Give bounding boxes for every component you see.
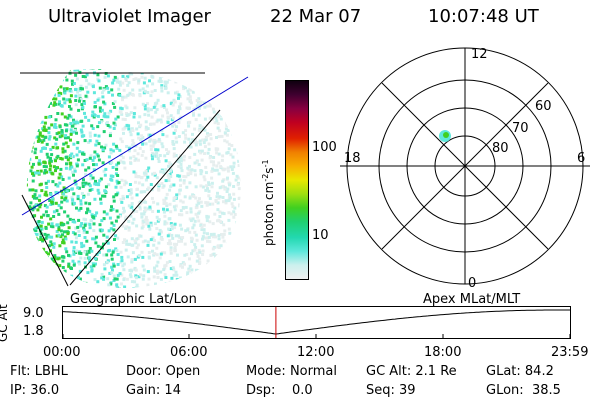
colorbar-unit-label: photon cm-2s-1: [261, 159, 276, 246]
terminator-line-left: [21, 194, 69, 287]
status-door: Door: Open: [126, 364, 201, 379]
status-gc-alt: GC Alt: 2.1 Re: [366, 364, 457, 379]
timeline-x-tick-0600: 06:00: [170, 345, 208, 360]
lat-label-80: 80: [492, 141, 509, 156]
timeline-y-label: GC Alt: [0, 304, 10, 342]
timeline-y-tick-bottom: 1.8: [23, 324, 44, 339]
timeline-x-tick-0000: 00:00: [43, 345, 81, 360]
blue-track-line: [21, 76, 249, 216]
mlt-label-12: 12: [471, 47, 488, 62]
timeline-x-tick-2359: 23:59: [551, 345, 589, 360]
timeline-right-title: Apex MLat/MLT: [423, 292, 521, 307]
status-dsp: Dsp: 0.0: [246, 383, 313, 398]
mlt-label-18: 18: [344, 151, 361, 166]
date-label: 22 Mar 07: [270, 6, 362, 27]
earth-image: [20, 69, 249, 289]
instrument-title: Ultraviolet Imager: [48, 6, 211, 27]
status-ip: IP: 36.0: [10, 383, 60, 398]
lat-label-60: 60: [535, 99, 552, 114]
status-mode: Mode: Normal: [246, 364, 337, 379]
status-gain: Gain: 14: [126, 383, 181, 398]
status-glon: GLon: 38.5: [486, 383, 561, 398]
colorbar: [285, 80, 309, 280]
lat-label-70: 70: [512, 121, 529, 136]
timeline-x-tick-1200: 12:00: [297, 345, 335, 360]
timeline-plot: [62, 306, 571, 339]
timeline-y-tick-top: 9.0: [23, 306, 44, 321]
status-seq: Seq: 39: [366, 383, 416, 398]
colorbar-tick-100: 100: [312, 140, 337, 155]
mlt-label-6: 6: [577, 151, 585, 166]
timeline-left-title: Geographic Lat/Lon: [70, 292, 197, 307]
terminator-line-right: [69, 109, 221, 286]
status-glat: GLat: 84.2: [486, 364, 554, 379]
timeline-x-tick-1800: 18:00: [424, 345, 462, 360]
colorbar-tick-10: 10: [312, 228, 329, 243]
time-label: 10:07:48 UT: [428, 6, 539, 27]
status-filter: Flt: LBHL: [10, 364, 68, 379]
mlt-label-0: 0: [468, 276, 476, 291]
polar-plot: 12 18 6 0 60 70 80: [340, 47, 590, 291]
